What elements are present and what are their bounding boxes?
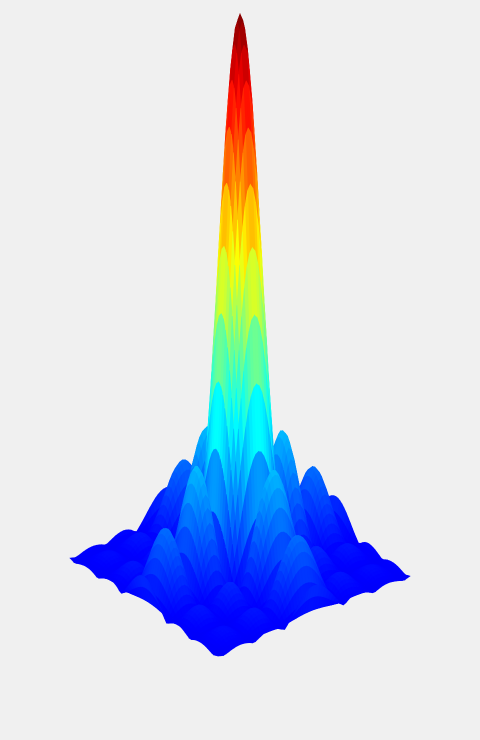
surface <box>69 12 411 657</box>
